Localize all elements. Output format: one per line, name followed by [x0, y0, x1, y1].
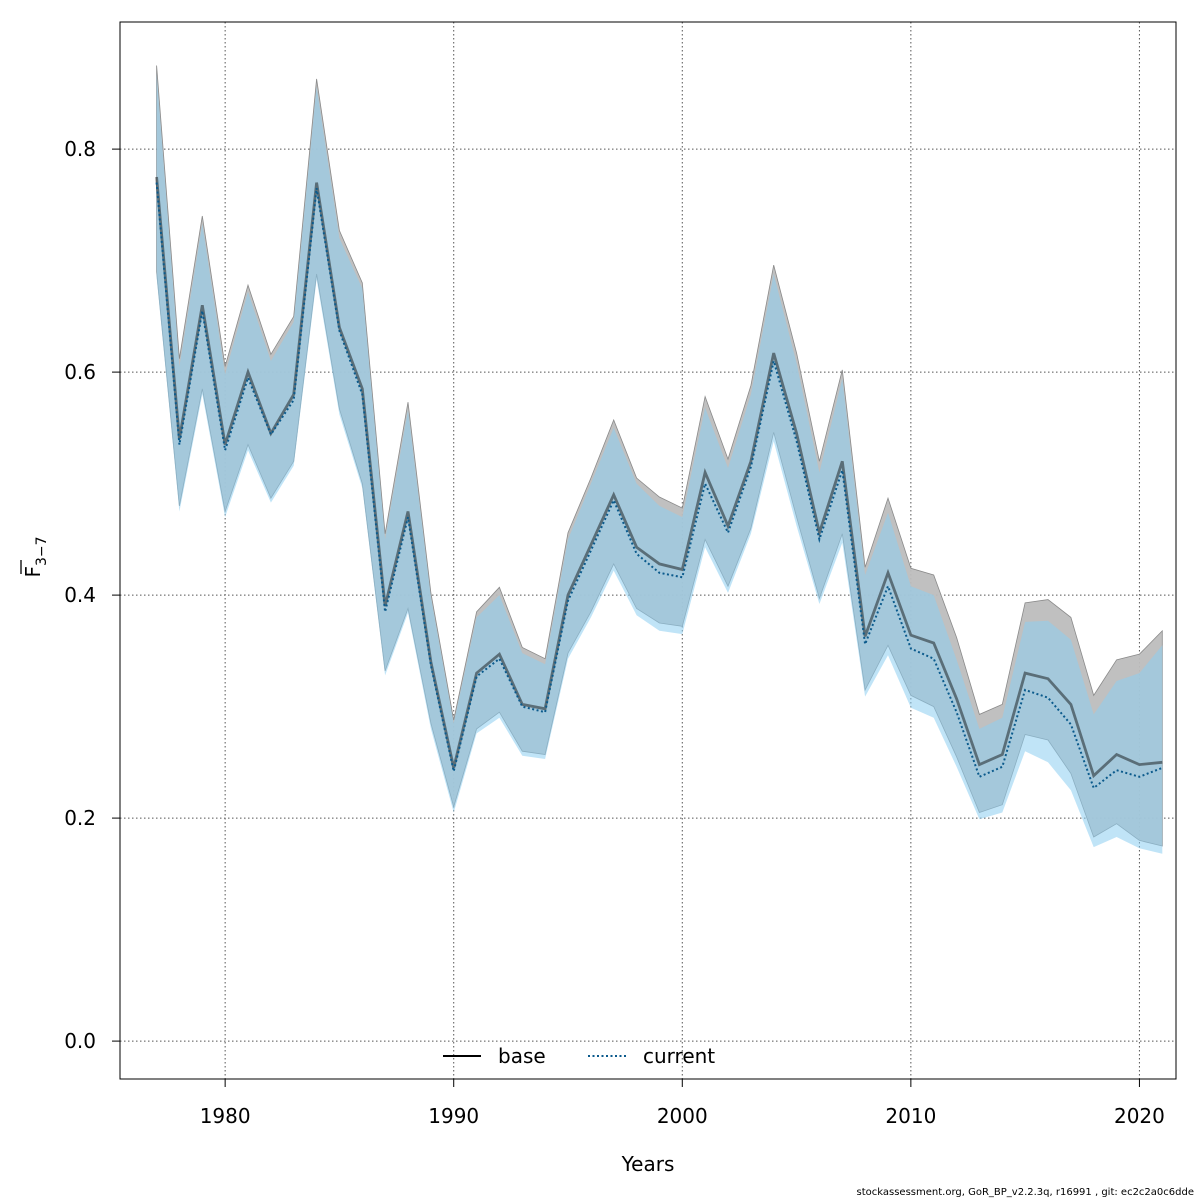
- y-axis-title: F3−7: [20, 536, 50, 578]
- x-tick-label-1980: 1980: [200, 1104, 251, 1128]
- y-tick-label-0: 0.0: [64, 1029, 96, 1053]
- band-current: [156, 73, 1163, 854]
- y-tick-label-0.6: 0.6: [64, 360, 96, 384]
- svg-text:F3−7: F3−7: [21, 536, 50, 577]
- grid-lines: [120, 22, 1176, 1079]
- footer-credit: stockassessment.org, GoR_BP_v2.2.3q, r16…: [856, 1187, 1194, 1198]
- y-axis-title-subscript: 3−7: [34, 536, 50, 566]
- x-tick-label-2010: 2010: [885, 1104, 936, 1128]
- confidence-bands: [156, 65, 1163, 854]
- legend: base current: [443, 1044, 715, 1068]
- legend-label-current: current: [643, 1044, 715, 1068]
- y-tick-label-0.8: 0.8: [64, 137, 96, 161]
- series-line-base: [155, 176, 1163, 779]
- x-axis-title: Years: [621, 1152, 675, 1176]
- x-tick-label-2000: 2000: [657, 1104, 708, 1128]
- x-tick-label-2020: 2020: [1114, 1104, 1165, 1128]
- plot-frame: [119, 21, 1177, 1080]
- series-line-current: [155, 182, 1163, 790]
- y-axis-title-main: F: [21, 566, 45, 578]
- series-lines: [155, 176, 1163, 790]
- y-tick-label-0.4: 0.4: [64, 583, 96, 607]
- y-tick-label-0.2: 0.2: [64, 806, 96, 830]
- x-axis: 1980 1990 2000 2010 2020: [200, 1079, 1165, 1128]
- legend-label-base: base: [498, 1044, 546, 1068]
- x-tick-label-1990: 1990: [428, 1104, 479, 1128]
- y-axis: 0.0 0.2 0.4 0.6 0.8: [64, 137, 120, 1053]
